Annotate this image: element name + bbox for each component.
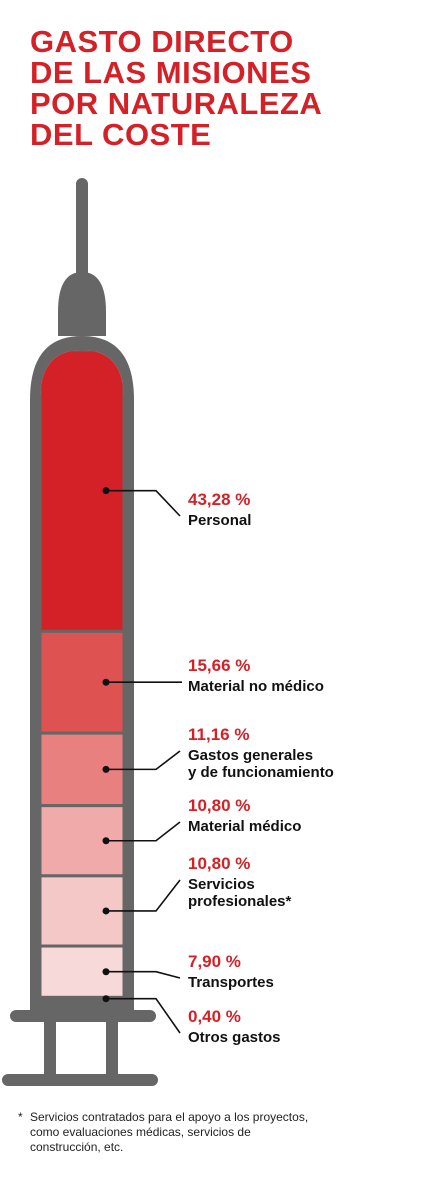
category-label: Transportes [188,974,274,991]
callout-line [106,750,181,771]
category-label: Material médico [188,818,301,835]
chart-callouts: 43,28 % Personal 15,66 % Material no médico… [102,487,334,1046]
syringe-needle [76,178,88,278]
data-label: 10,80 % [188,796,250,815]
category-label: Personal [188,512,251,529]
title-line: DEL COSTE [30,117,212,152]
category-label: profesionales* [188,893,292,910]
syringe-plunger-rod-right [106,1022,118,1074]
footnote-marker: * [18,1110,23,1124]
title-line: GASTO DIRECTO [30,24,294,59]
bar-segment [40,995,124,1000]
chart-title: GASTO DIRECTO DE LAS MISIONES POR NATURA… [30,26,420,150]
syringe-tip [58,272,106,336]
category-label: Gastos generales [188,747,313,764]
syringe-plunger-rod-left [44,1022,56,1074]
callout-line [106,821,181,842]
category-label: y de funcionamiento [188,764,334,781]
syringe-chart: 43,28 % Personal 15,66 % Material no médico… [2,178,334,1086]
data-label: 11,16 % [188,725,249,744]
title-line: POR NATURALEZA [30,86,323,121]
data-label: 10,80 % [188,854,250,873]
category-label: Servicios [188,876,255,893]
footnote: * Servicios contratados para el apoyo a … [18,1110,318,1155]
syringe-flange [10,1010,156,1022]
footnote-text: Servicios contratados para el apoyo a lo… [30,1110,309,1154]
callout-line [106,997,181,1034]
data-label: 7,90 % [188,952,241,971]
data-label: 43,28 % [188,490,250,509]
data-label: 0,40 % [188,1007,241,1026]
data-label: 15,66 % [188,656,250,675]
callout-line [106,489,181,517]
callout-line [106,970,181,979]
syringe-plunger-head [2,1074,158,1086]
title-line: DE LAS MISIONES [30,55,312,90]
category-label: Otros gastos [188,1029,281,1046]
callout-line [106,879,181,912]
category-label: Material no médico [188,678,324,695]
chart-segments [40,350,124,1000]
